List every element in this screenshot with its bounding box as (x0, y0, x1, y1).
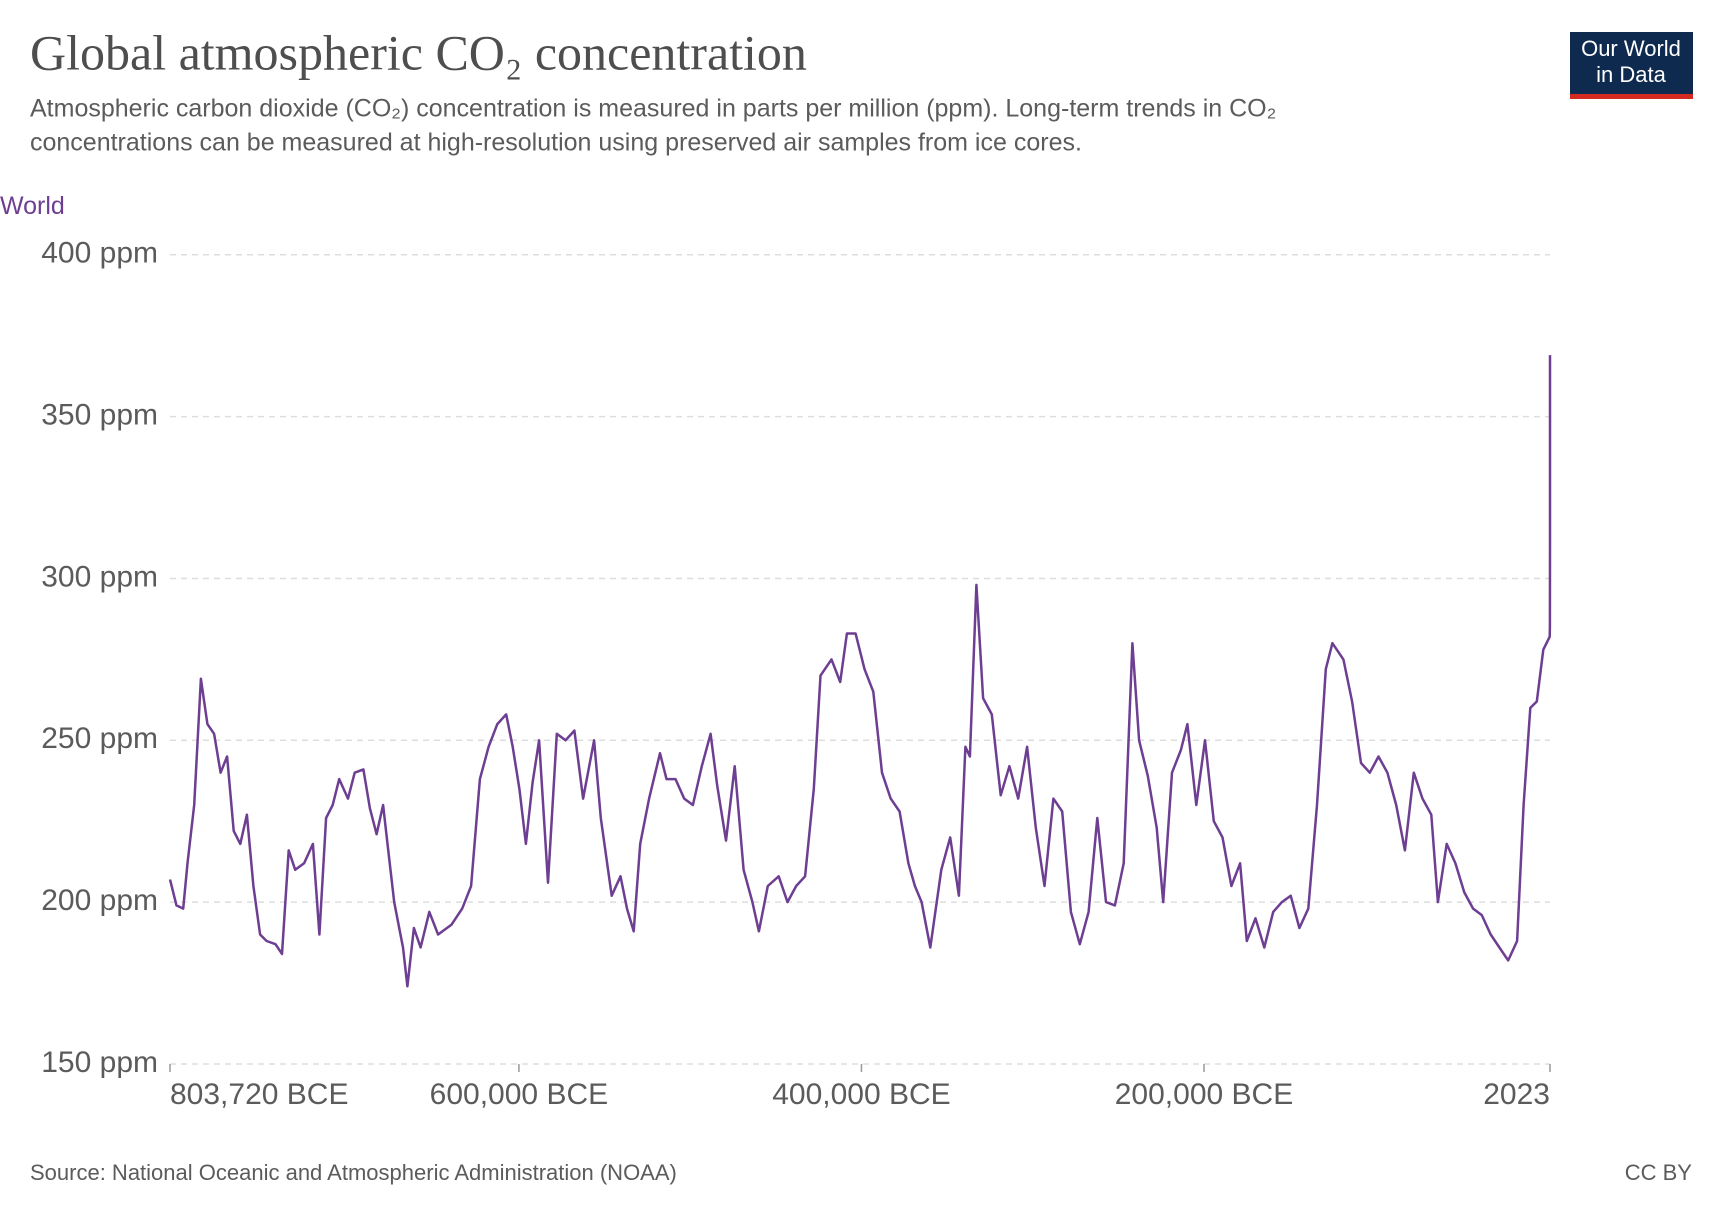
x-tick-label: 400,000 BCE (772, 1078, 950, 1111)
y-tick-label: 350 ppm (41, 399, 158, 432)
y-tick-label: 150 ppm (41, 1046, 158, 1079)
x-tick-label: 803,720 BCE (170, 1078, 348, 1111)
logo-text: Our World (1581, 36, 1681, 61)
logo-bar (1570, 94, 1693, 99)
license: CC BY (1625, 1160, 1693, 1185)
x-tick-label: 2023 (1483, 1078, 1550, 1111)
x-tick-label: 200,000 BCE (1115, 1078, 1293, 1111)
series-label: World (0, 192, 65, 220)
y-tick-label: 200 ppm (41, 884, 158, 917)
subtitle: Atmospheric carbon dioxide (CO₂) concent… (30, 95, 1276, 123)
logo-text: in Data (1596, 62, 1666, 87)
y-tick-label: 300 ppm (41, 560, 158, 593)
logo-box (1570, 32, 1693, 96)
chart-title: Global atmospheric CO₂ concentration (30, 24, 807, 80)
y-tick-label: 250 ppm (41, 722, 158, 755)
y-tick-label: 400 ppm (41, 237, 158, 270)
subtitle: concentrations can be measured at high-r… (30, 129, 1082, 157)
source: Source: National Oceanic and Atmospheric… (30, 1160, 677, 1185)
x-tick-label: 600,000 BCE (430, 1078, 608, 1111)
line (168, 355, 1552, 988)
